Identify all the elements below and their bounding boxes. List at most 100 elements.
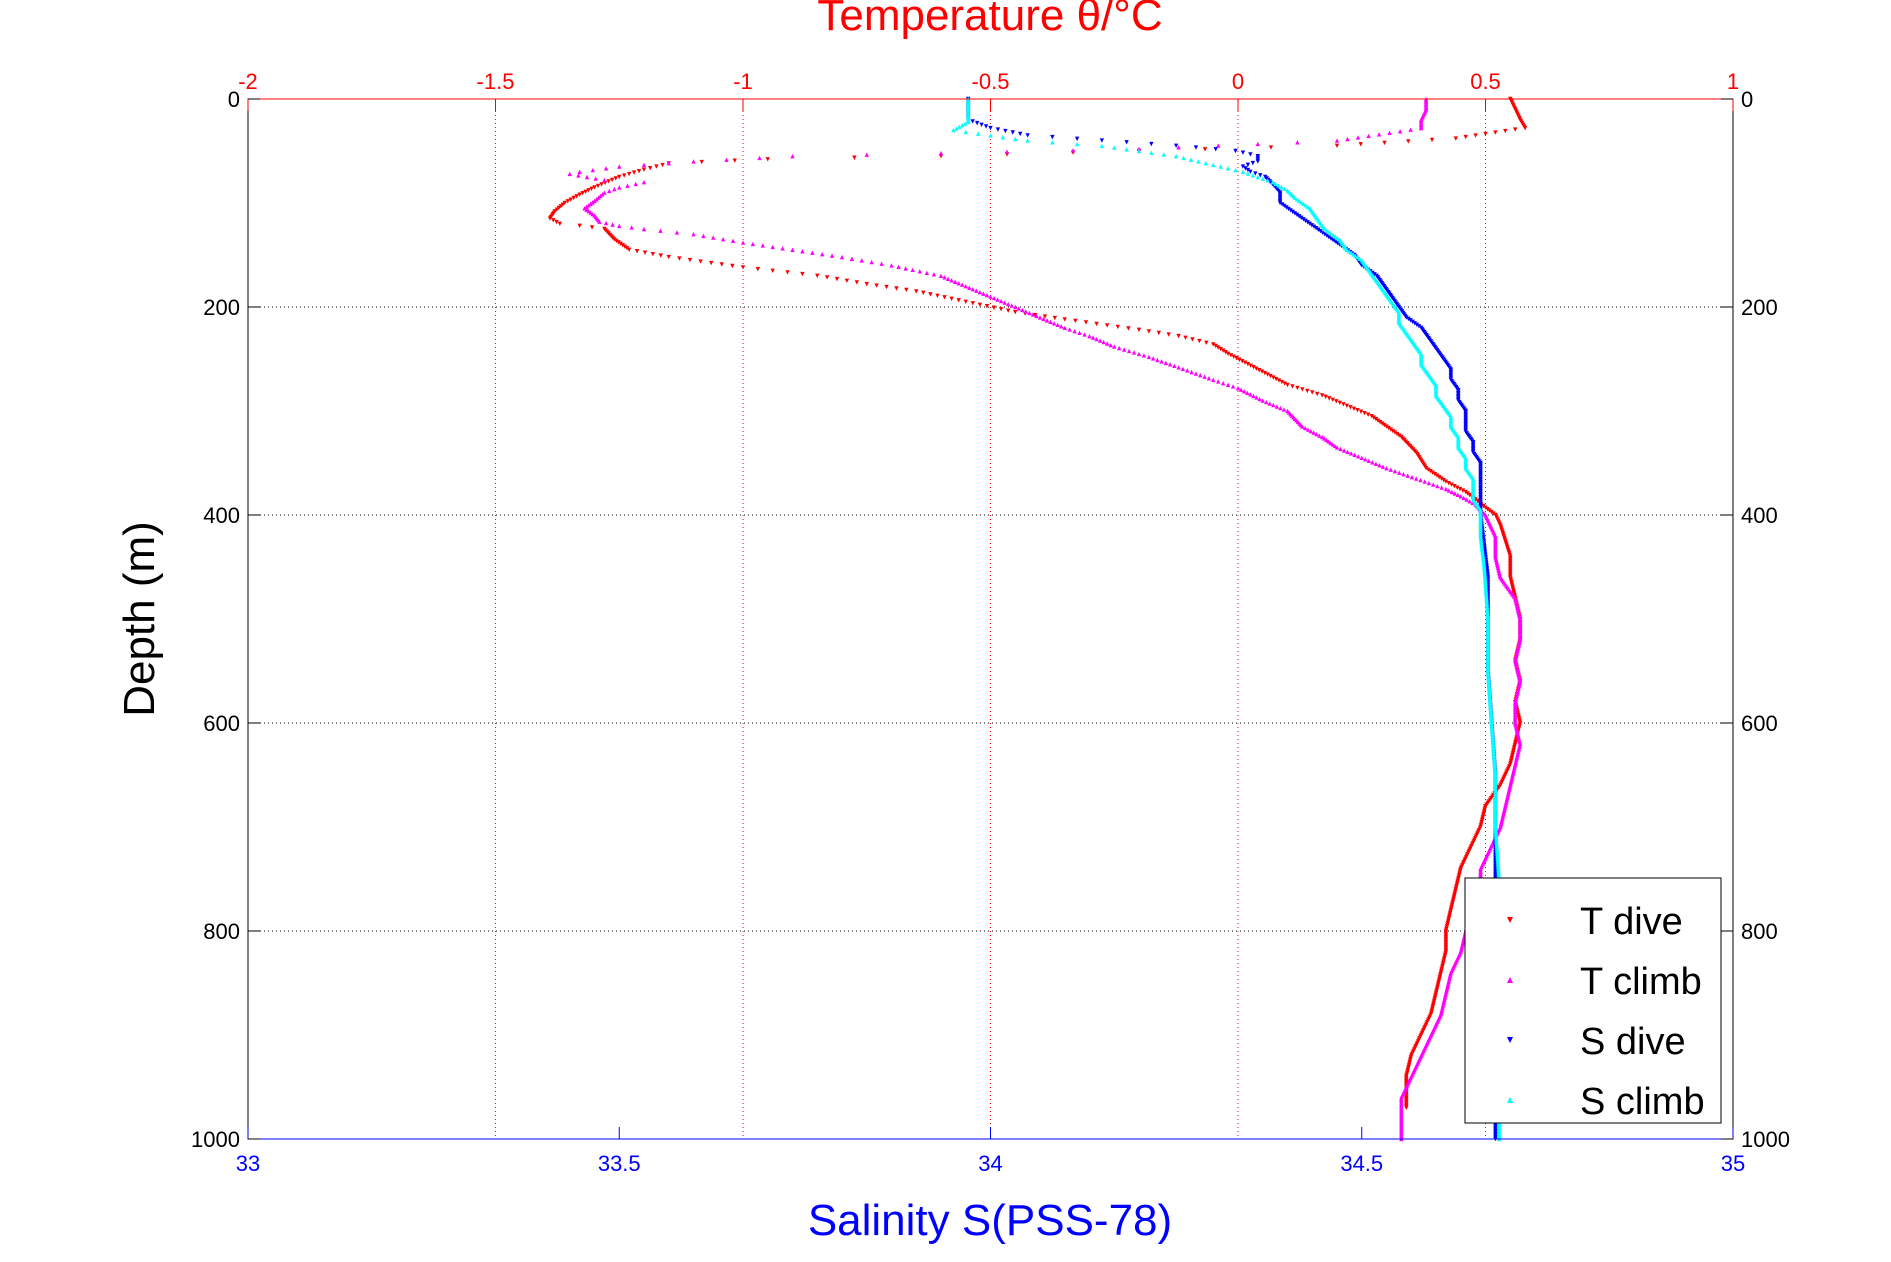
data-point	[547, 216, 553, 221]
data-point	[942, 295, 947, 300]
data-point	[935, 293, 940, 299]
data-point	[1104, 323, 1110, 328]
data-point	[1104, 341, 1110, 346]
data-point	[957, 124, 962, 130]
data-point	[1313, 226, 1319, 231]
data-point	[1318, 229, 1323, 234]
data-point	[1237, 357, 1242, 362]
data-point	[597, 219, 602, 224]
data-point	[1282, 186, 1287, 192]
data-point	[560, 202, 566, 207]
data-point	[1094, 336, 1099, 342]
data-point	[1268, 373, 1273, 379]
data-point	[1319, 434, 1325, 440]
data-point	[1356, 454, 1361, 459]
data-point	[1216, 143, 1221, 148]
data-point	[1016, 306, 1021, 311]
data-point	[970, 119, 975, 124]
data-point	[977, 289, 983, 295]
data-point	[1410, 319, 1415, 325]
data-point	[1067, 327, 1072, 332]
data-point	[1290, 209, 1296, 215]
data-point	[1307, 221, 1312, 226]
data-point	[1149, 150, 1154, 155]
data-point	[1270, 180, 1275, 185]
data-point	[1099, 143, 1105, 148]
data-point	[1062, 325, 1067, 330]
data-point	[1155, 357, 1160, 363]
data-point	[1324, 233, 1329, 238]
data-point	[1004, 149, 1010, 154]
data-point	[1363, 457, 1368, 462]
right-axis-tick-label: 200	[1741, 295, 1778, 320]
data-point	[1375, 418, 1381, 423]
data-point	[1455, 492, 1460, 498]
data-point	[1241, 389, 1247, 394]
data-point	[1503, 128, 1508, 134]
data-point	[589, 186, 594, 192]
data-point	[1268, 145, 1274, 150]
data-point	[956, 281, 961, 286]
data-point	[834, 276, 840, 282]
data-point	[1051, 321, 1057, 326]
bottom-axis-tick-label: 33	[236, 1151, 260, 1176]
data-point	[1136, 148, 1142, 154]
data-point	[1439, 485, 1444, 490]
data-point	[810, 250, 815, 255]
data-point	[1176, 145, 1181, 150]
data-point	[594, 197, 599, 202]
data-point	[562, 200, 567, 206]
data-point	[1034, 313, 1039, 319]
data-point	[1117, 345, 1122, 351]
data-point	[1443, 486, 1449, 492]
data-point	[617, 164, 622, 169]
data-point	[1282, 381, 1287, 386]
data-point	[1273, 181, 1278, 187]
data-point	[1290, 384, 1295, 389]
data-point	[1277, 200, 1283, 206]
data-point	[1330, 442, 1335, 447]
data-point	[1416, 324, 1422, 329]
data-point	[1094, 321, 1099, 327]
data-point	[1203, 160, 1209, 166]
data-point	[1388, 427, 1393, 432]
data-point	[1449, 489, 1455, 495]
data-point	[595, 183, 601, 189]
bottom-axis-tick-label: 35	[1721, 1151, 1745, 1176]
data-point	[660, 162, 665, 168]
data-point	[730, 263, 735, 269]
data-point	[1303, 203, 1308, 208]
data-point	[1260, 176, 1265, 181]
data-point	[1333, 239, 1338, 244]
data-point	[1432, 472, 1438, 477]
data-point	[1198, 372, 1203, 378]
data-point	[1042, 314, 1048, 319]
data-point	[1279, 202, 1285, 207]
legend-marker	[1507, 1037, 1513, 1043]
data-point	[1136, 327, 1142, 333]
data-point	[839, 254, 845, 260]
data-point	[626, 171, 632, 177]
data-point	[1409, 474, 1415, 480]
data-point	[1308, 428, 1314, 434]
data-point	[1310, 390, 1315, 395]
data-point	[991, 295, 997, 301]
data-point	[864, 152, 869, 157]
data-point	[1013, 310, 1018, 315]
data-point	[977, 302, 983, 307]
data-point	[593, 176, 598, 181]
data-point	[1301, 217, 1306, 222]
data-point	[1397, 433, 1402, 438]
data-point	[1245, 167, 1251, 173]
data-point	[1338, 446, 1343, 452]
data-point	[820, 251, 825, 257]
data-point	[1173, 143, 1179, 148]
data-point	[1429, 137, 1435, 143]
data-point	[1303, 218, 1308, 224]
data-point	[1211, 377, 1216, 382]
right-axis-tick-label: 800	[1741, 919, 1778, 944]
data-point	[1030, 312, 1036, 317]
data-point	[1465, 491, 1470, 496]
data-point	[966, 119, 971, 125]
data-point	[1286, 206, 1291, 212]
